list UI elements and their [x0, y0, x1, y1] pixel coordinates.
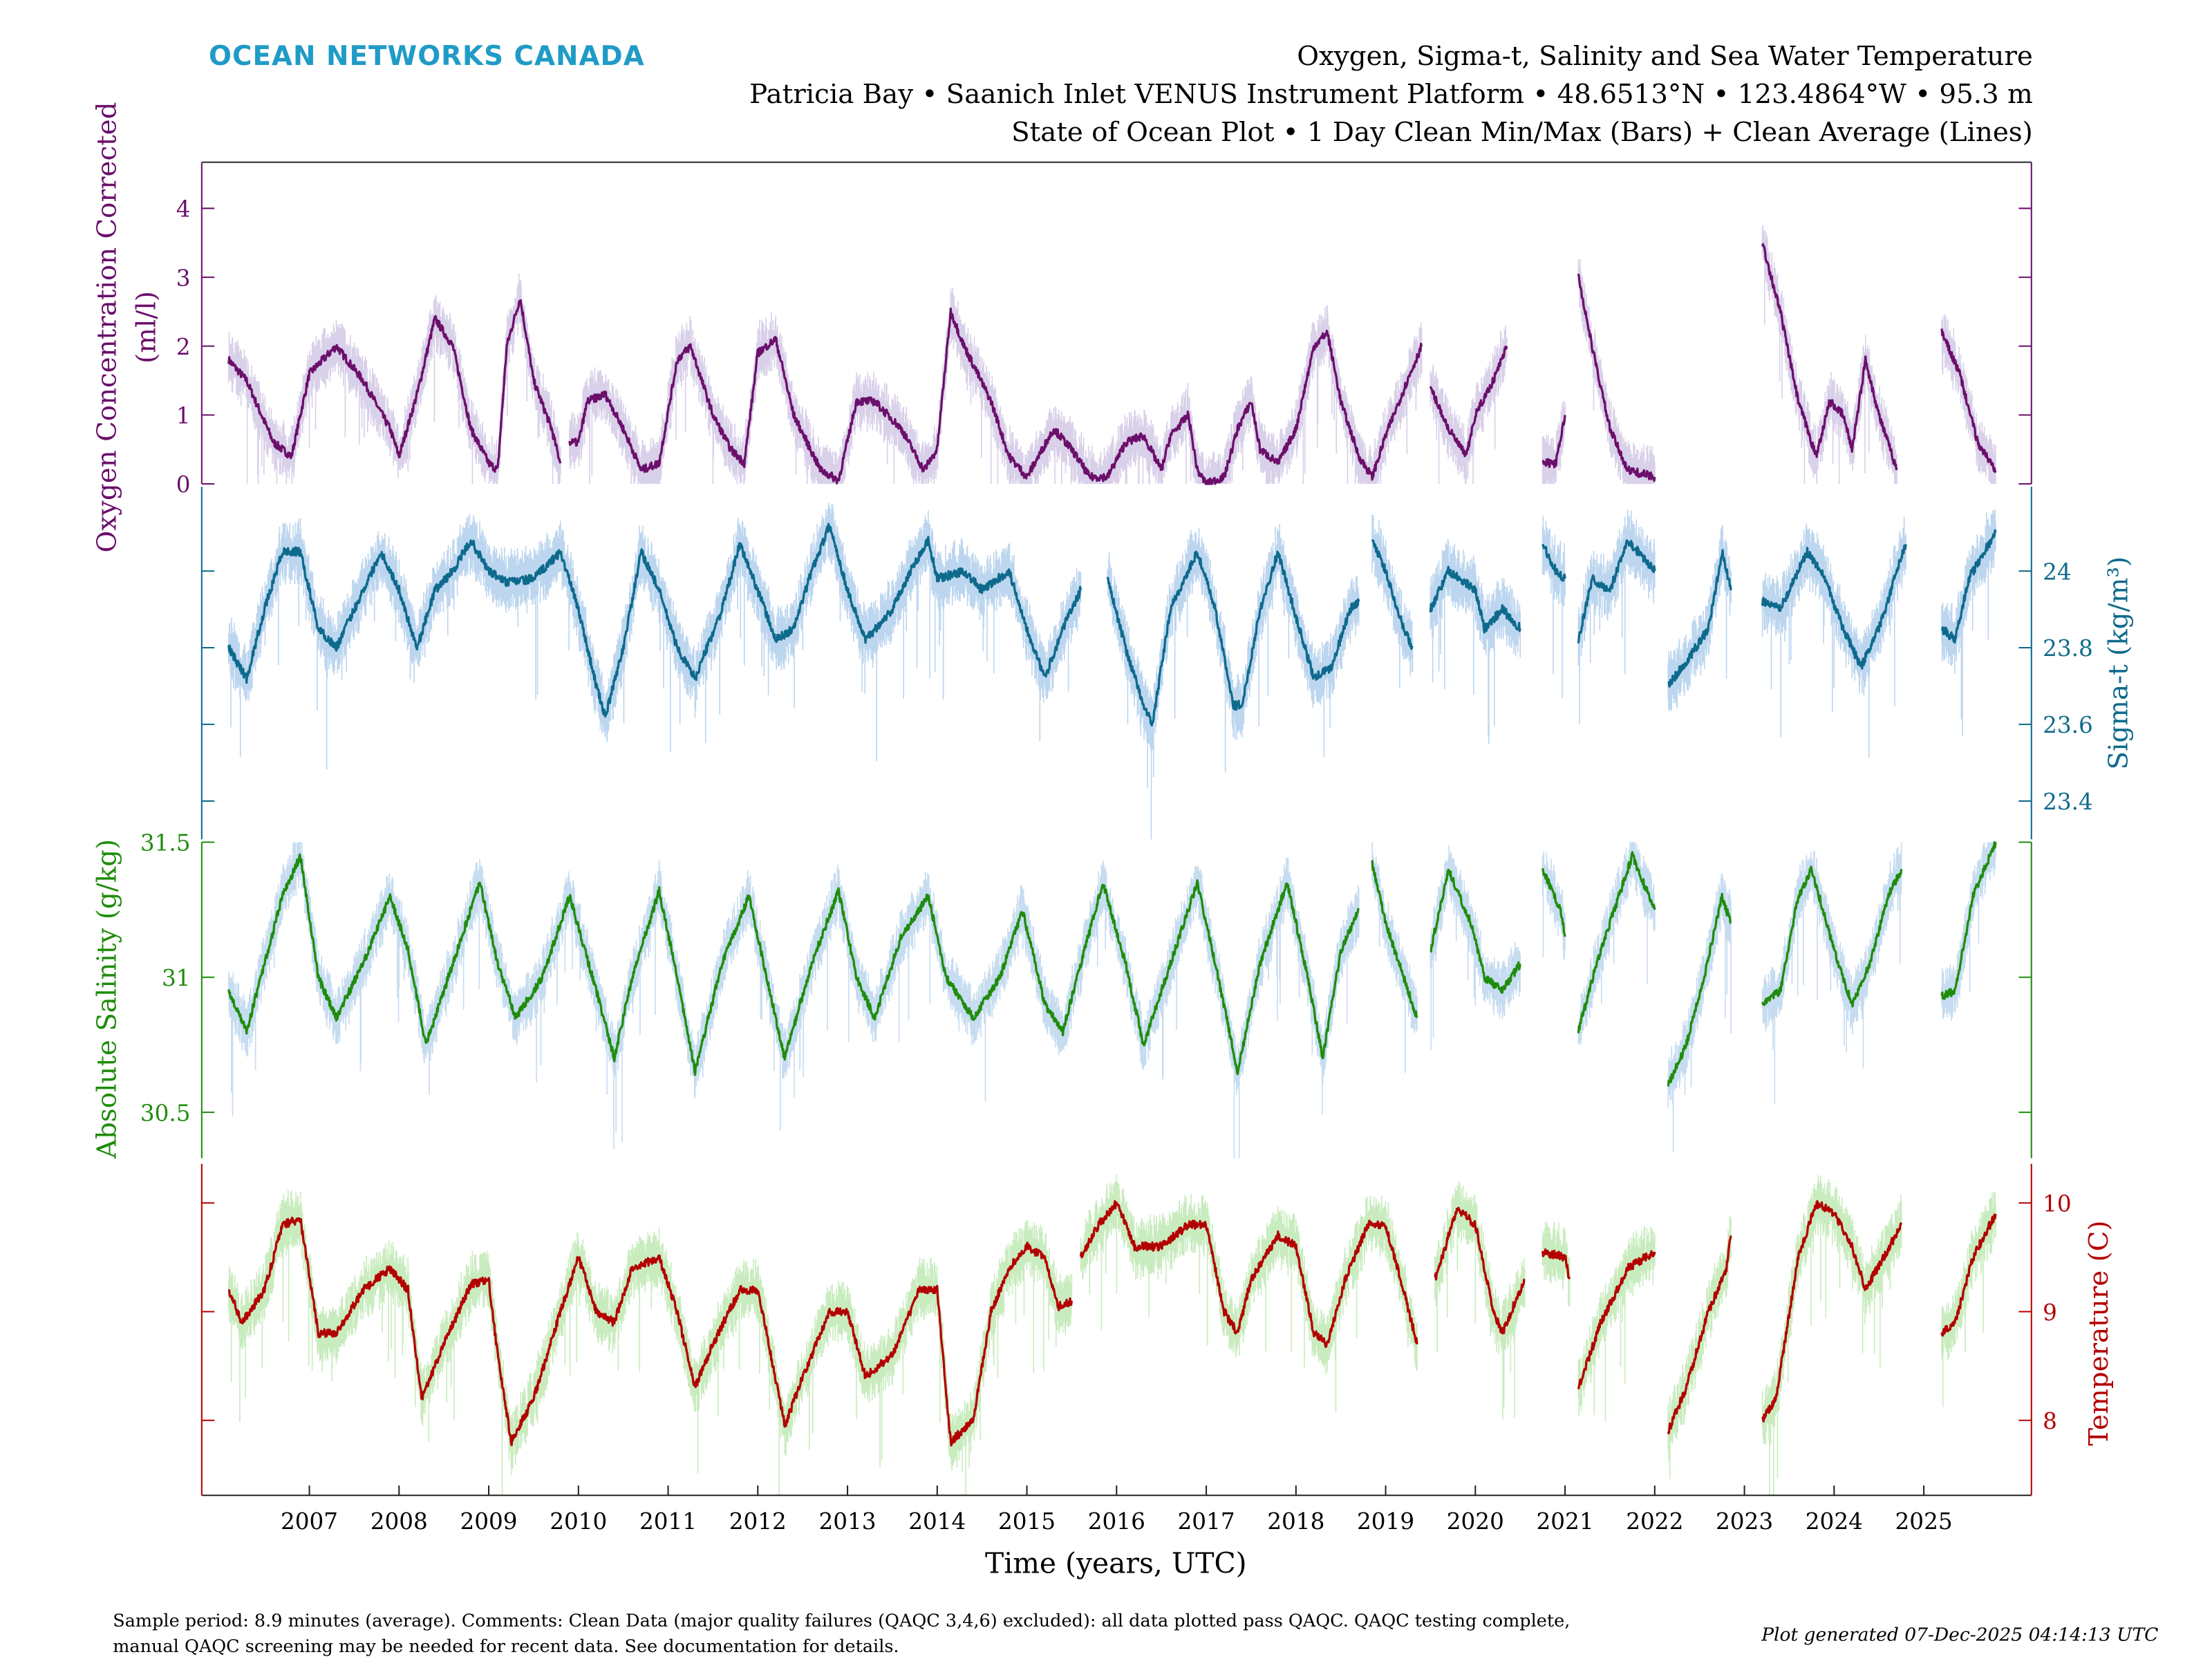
- sigma_t-average-line: [1371, 539, 1414, 650]
- salinity-average-line: [1541, 868, 1566, 937]
- x-tick-label: 2008: [371, 1508, 428, 1535]
- oxygen-tick-label: 3: [176, 265, 191, 291]
- x-tick-label: 2018: [1267, 1508, 1324, 1535]
- salinity-tick-label: 31.5: [140, 830, 191, 856]
- x-tick-label: 2016: [1088, 1508, 1145, 1535]
- x-tick-label: 2011: [639, 1508, 697, 1535]
- temperature-tick-label: 9: [2043, 1300, 2057, 1326]
- oxygen-average-line: [1940, 328, 1997, 474]
- average-lines: [227, 243, 1997, 1447]
- temperature-average-line: [1079, 1200, 1418, 1349]
- oxygen-tick-label: 0: [176, 471, 191, 498]
- salinity-average-line: [1761, 865, 1903, 1008]
- x-tick-label: 2012: [729, 1508, 787, 1535]
- temperature-average-line: [1577, 1250, 1656, 1389]
- temperature-y-label: Temperature (C): [2083, 1220, 2115, 1445]
- salinity-y-label: Absolute Salinity (g/kg): [91, 839, 122, 1159]
- temperature-average-line: [1940, 1213, 1997, 1337]
- salinity-average-line: [227, 853, 1360, 1076]
- x-tick-label: 2025: [1895, 1508, 1953, 1535]
- oxygen-tick-label: 4: [176, 196, 191, 223]
- sigma-y-label: Sigma-t (kg/m³): [2103, 556, 2135, 770]
- sigma_t-average-line: [1106, 550, 1360, 727]
- temperature-tick-label: 8: [2043, 1408, 2057, 1434]
- sigma_t-average-line: [1940, 529, 1997, 644]
- x-tick-label: 2024: [1806, 1508, 1863, 1535]
- temperature-average-line: [1761, 1200, 1903, 1423]
- oxygen-average-line: [1429, 346, 1508, 458]
- temperature-tick-label: 10: [2043, 1191, 2072, 1217]
- x-axis-label: Time (years, UTC): [985, 1547, 1247, 1580]
- salinity-average-line: [1940, 841, 1997, 1000]
- footer-comment-line2: manual QAQC screening may be needed for …: [113, 1636, 899, 1657]
- oxygen-tick-label: 1: [176, 403, 191, 429]
- sigma_t-tick-label: 23.4: [2043, 789, 2093, 815]
- salinity-average-line: [1577, 851, 1656, 1033]
- x-tick-label: 2020: [1447, 1508, 1504, 1535]
- temperature-average-line: [227, 1217, 1074, 1447]
- temperature-average-line: [1667, 1235, 1732, 1435]
- sigma_t-average-line: [1577, 539, 1656, 644]
- x-tick-label: 2022: [1626, 1508, 1683, 1535]
- x-tick-label: 2017: [1178, 1508, 1235, 1535]
- x-tick-label: 2021: [1537, 1508, 1594, 1535]
- chart-subtitle: Patricia Bay • Saanich Inlet VENUS Instr…: [749, 79, 2033, 110]
- brand-logo: OCEAN NETWORKS CANADA: [209, 41, 645, 72]
- salinity-average-line: [1667, 892, 1732, 1087]
- x-tick-label: 2015: [998, 1508, 1056, 1535]
- oxygen-average-line: [1577, 273, 1656, 482]
- oxygen-average-line: [227, 299, 562, 474]
- sigma_t-average-line: [227, 523, 1082, 718]
- sigma_t-tick-label: 23.6: [2043, 712, 2093, 738]
- sigma_t-average-line: [1541, 543, 1566, 582]
- oxygen-average-line: [1541, 415, 1566, 469]
- oxygen-y-label-line2: (ml/l): [131, 291, 162, 364]
- salinity-average-line: [1430, 868, 1521, 994]
- salinity-tick-label: 30.5: [140, 1100, 191, 1126]
- sigma_t-average-line: [1667, 549, 1732, 688]
- plot-generated-timestamp: Plot generated 07-Dec-2025 04:14:13 UTC: [1761, 1624, 2158, 1645]
- chart-subtitle-2: State of Ocean Plot • 1 Day Clean Min/Ma…: [1011, 117, 2033, 148]
- oxygen-tick-label: 2: [176, 334, 191, 360]
- temperature-average-line: [1541, 1248, 1571, 1280]
- axes: 2007 2008 2009 2010 2011 2012 2013 2014 2015 2016…: [140, 161, 2093, 1535]
- x-tick-label: 2009: [460, 1508, 518, 1535]
- oxygen-y-label: Oxygen Concentration Corrected (ml/l): [91, 102, 162, 552]
- salinity-tick-label: 31: [162, 965, 191, 991]
- x-tick-label: 2010: [550, 1508, 607, 1535]
- sigma_t-average-line: [1761, 544, 1907, 670]
- oxygen-y-label-line1: Oxygen Concentration Corrected: [91, 102, 122, 552]
- sigma_t-tick-label: 24: [2043, 559, 2072, 585]
- x-tick-label: 2023: [1716, 1508, 1773, 1535]
- footer-comment-line1: Sample period: 8.9 minutes (average). Co…: [113, 1611, 1570, 1631]
- x-tick-label: 2014: [908, 1508, 966, 1535]
- oxygen-average-line: [1761, 243, 1898, 471]
- oxygen-average-line: [568, 307, 1423, 485]
- chart-title: Oxygen, Sigma-t, Salinity and Sea Water …: [1297, 41, 2033, 72]
- temperature-average-line: [1434, 1206, 1526, 1335]
- sigma_t-average-line: [1429, 565, 1521, 634]
- x-tick-label: 2013: [819, 1508, 877, 1535]
- sigma_t-tick-label: 23.8: [2043, 635, 2093, 662]
- x-tick-label: 2007: [281, 1508, 338, 1535]
- salinity-average-line: [1371, 860, 1418, 1018]
- x-tick-label: 2019: [1357, 1508, 1414, 1535]
